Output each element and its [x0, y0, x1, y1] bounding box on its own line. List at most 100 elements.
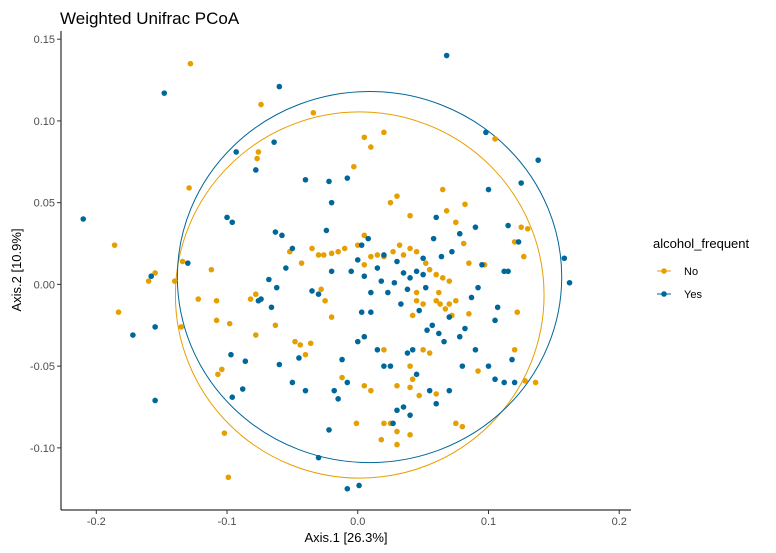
point-yes — [420, 255, 426, 262]
y-tick-label: 0.10 — [34, 116, 55, 128]
point-yes — [283, 265, 289, 271]
point-no — [152, 270, 158, 276]
point-no — [187, 60, 194, 67]
point-yes — [446, 314, 453, 320]
point-no — [453, 219, 459, 226]
x-tick-label: -0.2 — [87, 516, 106, 528]
point-no — [353, 420, 360, 427]
point-no — [309, 245, 315, 252]
legend-label-no: No — [684, 266, 698, 278]
point-no — [208, 266, 215, 273]
point-yes — [433, 214, 440, 221]
point-no — [272, 322, 279, 329]
point-no — [442, 306, 449, 312]
point-no — [378, 436, 385, 443]
point-yes — [374, 346, 381, 353]
x-tick-label: -0.1 — [218, 516, 237, 528]
point-no — [466, 311, 472, 317]
point-no — [226, 320, 233, 327]
point-no — [171, 278, 178, 284]
point-yes — [430, 235, 437, 242]
point-no — [466, 260, 472, 266]
point-yes — [258, 296, 264, 302]
point-yes — [279, 232, 285, 239]
point-yes — [229, 394, 236, 400]
point-no — [446, 278, 453, 284]
chart-title: Weighted Unifrac PCoA — [60, 9, 240, 28]
point-yes — [485, 186, 492, 193]
point-yes — [266, 276, 272, 283]
point-no — [394, 382, 400, 389]
point-no — [361, 232, 368, 239]
point-no — [361, 382, 368, 389]
point-no — [341, 245, 348, 252]
point-yes — [374, 265, 381, 271]
point-no — [433, 391, 440, 397]
point-no — [195, 296, 202, 302]
point-yes — [394, 407, 400, 414]
point-yes — [161, 90, 168, 96]
point-no — [213, 297, 220, 304]
plot-panel — [60, 31, 631, 511]
point-no — [462, 201, 468, 208]
point-yes — [152, 397, 158, 404]
point-yes — [348, 268, 355, 275]
point-no — [225, 474, 232, 481]
point-no — [413, 297, 420, 304]
point-yes — [483, 129, 489, 136]
point-no — [409, 312, 416, 319]
point-yes — [398, 301, 404, 307]
point-yes — [409, 346, 416, 353]
point-yes — [315, 291, 322, 298]
point-no — [532, 379, 539, 386]
legend-item-yes: Yes — [657, 289, 702, 301]
x-tick-label: 0.0 — [350, 516, 365, 528]
point-yes — [420, 271, 426, 278]
point-yes — [326, 178, 332, 185]
point-no — [475, 368, 481, 374]
point-no — [413, 289, 420, 296]
point-yes — [344, 379, 351, 386]
point-no — [315, 252, 322, 258]
point-no — [439, 275, 446, 281]
point-no — [254, 155, 260, 162]
point-no — [186, 185, 192, 191]
point-yes — [413, 371, 420, 378]
point-yes — [358, 242, 365, 248]
point-yes — [328, 199, 335, 206]
point-yes — [273, 284, 280, 291]
point-yes — [365, 235, 372, 242]
point-no — [247, 296, 254, 302]
point-yes — [339, 356, 345, 363]
point-yes — [446, 387, 453, 394]
point-yes — [276, 83, 283, 90]
point-yes — [413, 268, 420, 275]
point-yes — [354, 338, 361, 345]
point-no — [215, 371, 221, 378]
point-no — [219, 366, 225, 373]
point-yes — [224, 214, 230, 221]
legend-label-yes: Yes — [684, 289, 702, 301]
y-tick-label: 0.05 — [34, 198, 55, 210]
point-yes — [296, 355, 302, 361]
point-no — [368, 253, 374, 260]
point-no — [422, 260, 429, 266]
x-tick-label: 0.1 — [481, 516, 496, 528]
point-yes — [394, 258, 400, 265]
y-tick-label: -0.05 — [30, 361, 55, 373]
point-no — [361, 261, 368, 268]
point-yes — [80, 216, 87, 222]
point-no — [339, 374, 345, 381]
legend-key-dot — [661, 291, 667, 297]
point-yes — [511, 379, 518, 386]
point-no — [328, 250, 335, 257]
point-yes — [416, 307, 423, 314]
point-yes — [422, 284, 429, 291]
point-no — [459, 423, 466, 430]
point-yes — [391, 279, 398, 286]
point-no — [322, 297, 328, 304]
point-yes — [492, 376, 498, 383]
point-yes — [228, 351, 234, 358]
ellipse-no — [174, 111, 545, 479]
